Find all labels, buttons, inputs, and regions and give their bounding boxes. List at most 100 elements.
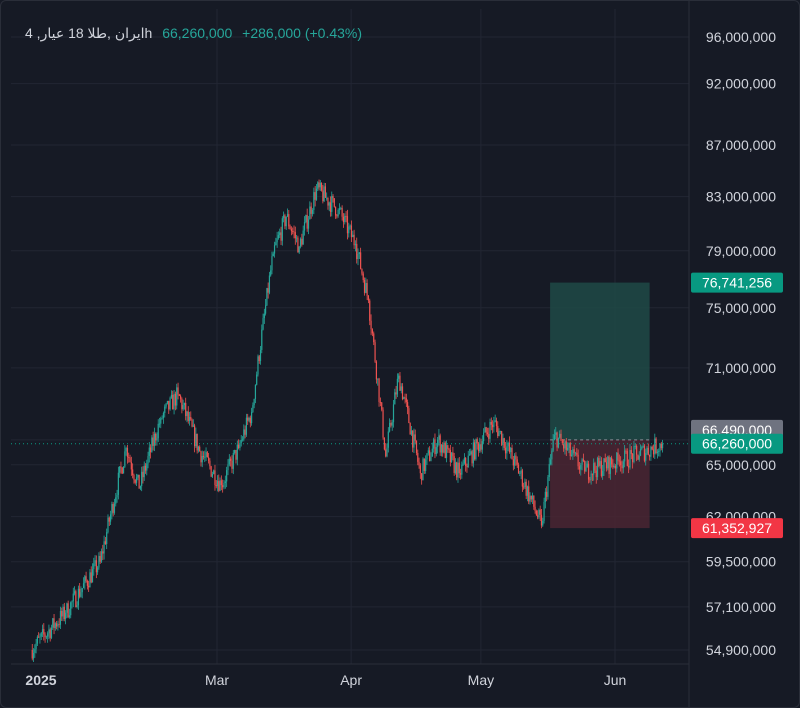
candle-body (86, 580, 88, 586)
candle-body (117, 472, 119, 495)
candle-body (341, 207, 343, 217)
candle-body (126, 448, 129, 458)
candle-body (66, 603, 68, 613)
candle-body (360, 252, 362, 269)
candle-body (564, 441, 566, 449)
candle-body (471, 451, 473, 464)
candle-body (488, 434, 490, 439)
y-tick-label: 57,100,000 (706, 599, 776, 615)
candle-body (301, 238, 303, 245)
candle-body (230, 458, 232, 461)
y-tick-label: 71,000,000 (706, 360, 776, 376)
candle-body (263, 313, 265, 319)
candle-body (139, 486, 142, 489)
candle-body (157, 423, 159, 439)
candle-body (390, 422, 392, 426)
candle-body (512, 459, 514, 466)
candle-body (191, 419, 193, 427)
candle-body (202, 455, 205, 458)
y-tick-label: 92,000,000 (706, 76, 776, 92)
candle-body (196, 433, 198, 451)
candle-body (410, 430, 413, 435)
candle-body (261, 329, 263, 350)
candle-body (382, 409, 384, 438)
candle-body (612, 464, 614, 468)
candle-body (206, 452, 208, 458)
candle-body (182, 405, 184, 410)
candle-body (357, 254, 359, 260)
candle-body (659, 443, 661, 452)
candle-body (371, 329, 374, 334)
candle-body (625, 450, 627, 452)
candle-body (45, 636, 47, 638)
candle-body (398, 375, 400, 379)
candle-body (153, 433, 155, 446)
candle-body (244, 429, 246, 435)
candle-body (90, 572, 92, 583)
legend-price: 66,260,000 (162, 25, 233, 41)
candle-body (185, 402, 187, 417)
candle-body (655, 438, 657, 454)
candle-body (454, 462, 457, 473)
candle-body (170, 394, 173, 398)
candle-body (394, 392, 396, 405)
candle-body (654, 438, 656, 455)
candle-body (222, 485, 224, 488)
candle-body (553, 434, 556, 440)
candle-body (576, 452, 578, 455)
candle-body (457, 462, 459, 478)
chart-legend: ایران ,طلا 18 عیار, 4h 66,260,000 +286,0… (25, 25, 362, 42)
candle-body (174, 393, 177, 406)
candle-body (461, 464, 463, 475)
candle-body (557, 437, 559, 448)
candle-body (431, 448, 433, 457)
candle-body (661, 443, 664, 449)
candle-body (327, 197, 329, 206)
candle-body (626, 451, 628, 466)
candle-body (280, 232, 282, 241)
candle-body (224, 481, 226, 483)
candle-body (510, 447, 512, 453)
candle-body (91, 569, 94, 583)
candle-body (52, 618, 54, 628)
candle-body (508, 442, 511, 453)
candle-body (472, 442, 474, 464)
candle-body (603, 458, 605, 472)
candle-body (259, 349, 262, 361)
candle-body (284, 215, 286, 227)
candle-body (477, 443, 480, 452)
candle-body (144, 465, 147, 471)
candle-body (543, 501, 545, 521)
x-tick-label: 2025 (25, 672, 56, 688)
candle-body (590, 473, 592, 480)
candle-body (352, 234, 354, 238)
candle-body (216, 481, 219, 487)
candle-body (383, 437, 385, 450)
candle-body (591, 473, 594, 475)
candle-body (520, 470, 522, 474)
candle-body (362, 273, 364, 281)
candle-body (604, 458, 606, 463)
candle-body (149, 447, 152, 453)
candle-body (297, 237, 299, 253)
candle-body (521, 470, 523, 487)
candle-body (400, 386, 402, 391)
candle-body (565, 441, 567, 450)
candle-body (423, 458, 425, 472)
candle-body (177, 387, 179, 395)
candle-body (409, 422, 411, 435)
candle-body (502, 438, 504, 445)
candle-body (286, 214, 289, 217)
candle-body (53, 618, 55, 629)
candle-body (34, 649, 36, 653)
candle-body (405, 398, 407, 403)
candle-body (64, 612, 67, 619)
candle-body (344, 215, 346, 223)
candle-body (493, 421, 495, 428)
candle-body (107, 517, 109, 533)
candle-body (442, 444, 444, 453)
candle-body (130, 462, 132, 470)
candle-body (164, 406, 166, 414)
candle-body (497, 426, 499, 437)
